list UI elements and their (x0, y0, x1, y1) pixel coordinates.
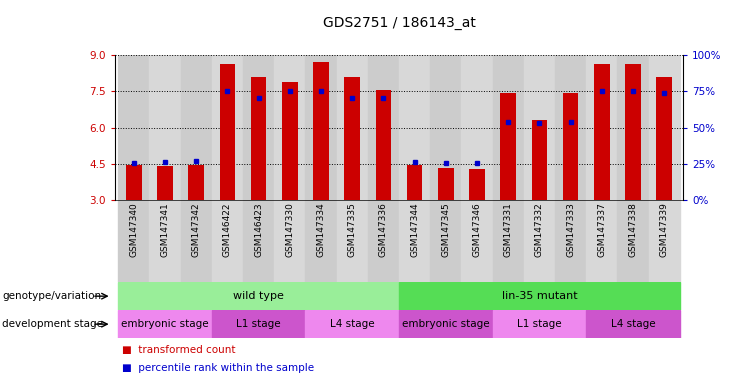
Text: embryonic stage: embryonic stage (402, 319, 490, 329)
Bar (150, 55, 181, 200)
Bar (431, 55, 462, 200)
Text: GSM147334: GSM147334 (316, 203, 325, 257)
Text: genotype/variation: genotype/variation (2, 291, 102, 301)
Bar (648, 200, 680, 282)
Bar (368, 55, 399, 200)
Bar (188, 165, 204, 200)
Bar (243, 200, 274, 282)
Bar (345, 77, 360, 200)
Bar (181, 200, 212, 282)
Text: wild type: wild type (233, 291, 284, 301)
Text: GSM147331: GSM147331 (504, 203, 513, 258)
Bar (118, 200, 150, 282)
Text: GSM147345: GSM147345 (442, 203, 451, 257)
Bar (493, 55, 524, 200)
Text: GSM146423: GSM146423 (254, 203, 263, 257)
Bar (594, 64, 610, 200)
Text: L4 stage: L4 stage (611, 319, 655, 329)
Bar (617, 200, 648, 282)
Text: L1 stage: L1 stage (236, 319, 281, 329)
Text: GSM147341: GSM147341 (161, 203, 170, 257)
Bar (399, 310, 493, 338)
Bar (243, 55, 274, 200)
Text: GSM147333: GSM147333 (566, 203, 575, 258)
Text: ■  transformed count: ■ transformed count (122, 345, 236, 355)
Bar (586, 310, 680, 338)
Text: GSM146422: GSM146422 (223, 203, 232, 257)
Bar (305, 55, 336, 200)
Text: GSM147339: GSM147339 (659, 203, 669, 258)
Text: GSM147344: GSM147344 (410, 203, 419, 257)
Bar (336, 55, 368, 200)
Text: lin-35 mutant: lin-35 mutant (502, 291, 577, 301)
Bar (305, 200, 336, 282)
Bar (438, 167, 453, 200)
Text: GSM147336: GSM147336 (379, 203, 388, 258)
Bar (250, 77, 266, 200)
Bar (462, 55, 493, 200)
Bar (150, 200, 181, 282)
Text: GSM147330: GSM147330 (285, 203, 294, 258)
Text: L1 stage: L1 stage (517, 319, 562, 329)
Bar (399, 55, 431, 200)
Text: GSM147342: GSM147342 (192, 203, 201, 257)
Bar (657, 77, 672, 200)
Bar (376, 90, 391, 200)
Bar (399, 200, 431, 282)
Bar (212, 310, 305, 338)
Bar (368, 200, 399, 282)
Bar (305, 310, 399, 338)
Text: L4 stage: L4 stage (330, 319, 374, 329)
Bar (524, 200, 555, 282)
Text: GSM147338: GSM147338 (628, 203, 637, 258)
Bar (648, 55, 680, 200)
Bar (493, 310, 586, 338)
Text: ■  percentile rank within the sample: ■ percentile rank within the sample (122, 363, 314, 373)
Bar (500, 93, 516, 200)
Bar (431, 200, 462, 282)
Bar (493, 200, 524, 282)
Bar (118, 310, 212, 338)
Bar (625, 64, 641, 200)
Bar (531, 121, 548, 200)
Bar (399, 282, 680, 310)
Bar (555, 200, 586, 282)
Bar (336, 200, 368, 282)
Bar (407, 165, 422, 200)
Bar (586, 55, 617, 200)
Text: GSM147332: GSM147332 (535, 203, 544, 257)
Bar (126, 165, 142, 200)
Bar (219, 64, 235, 200)
Bar (157, 166, 173, 200)
Bar (586, 200, 617, 282)
Bar (555, 55, 586, 200)
Text: GSM147340: GSM147340 (129, 203, 139, 257)
Bar (118, 282, 399, 310)
Bar (212, 55, 243, 200)
Bar (313, 63, 329, 200)
Text: GSM147337: GSM147337 (597, 203, 606, 258)
Bar (524, 55, 555, 200)
Text: development stage: development stage (2, 319, 103, 329)
Bar (469, 169, 485, 200)
Bar (563, 93, 579, 200)
Bar (617, 55, 648, 200)
Bar (181, 55, 212, 200)
Bar (282, 82, 298, 200)
Text: embryonic stage: embryonic stage (121, 319, 209, 329)
Text: GDS2751 / 186143_at: GDS2751 / 186143_at (322, 16, 476, 30)
Text: GSM147346: GSM147346 (473, 203, 482, 257)
Bar (118, 55, 150, 200)
Bar (462, 200, 493, 282)
Bar (274, 55, 305, 200)
Bar (274, 200, 305, 282)
Bar (212, 200, 243, 282)
Text: GSM147335: GSM147335 (348, 203, 356, 258)
